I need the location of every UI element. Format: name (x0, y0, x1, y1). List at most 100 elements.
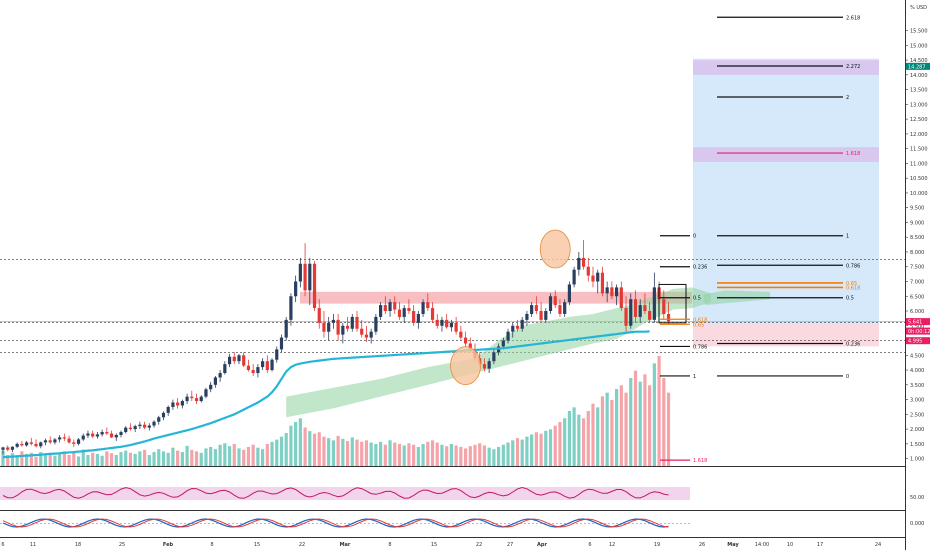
candle-body (581, 257, 586, 267)
time-tick-label: 22 (299, 542, 305, 548)
time-tick-label: 6 (1, 542, 4, 548)
candle-body (25, 442, 29, 446)
fib-right-label: 1 (846, 234, 849, 240)
candle-body (327, 322, 331, 332)
candle-body (166, 406, 170, 413)
volume-bar (1, 450, 5, 466)
candle-body (520, 319, 524, 329)
volume-bar (194, 451, 199, 466)
price-tick-label: 12.000 (910, 132, 928, 138)
price-tick-label: 14.000 (910, 73, 928, 79)
volume-bar (289, 425, 293, 466)
candle-body (232, 356, 236, 362)
candle-body (109, 433, 114, 438)
volume-bar (520, 439, 524, 466)
price-axis[interactable]: 1.000 1.500 2.000 2.500 3.000 3.500 4.000 4.500… (905, 29, 930, 463)
candle-body (289, 296, 293, 320)
volume-bar (577, 414, 581, 466)
volume-bar (341, 438, 345, 466)
candle-body (643, 305, 647, 312)
candle-body (591, 275, 595, 282)
candle-body (128, 427, 133, 430)
fib-right-label: 0.5 (846, 296, 854, 302)
candle-body (331, 319, 335, 323)
time-tick-label: Apr (537, 542, 547, 548)
volume-bar (643, 374, 647, 466)
candle-body (242, 355, 246, 366)
fibonacci-levels[interactable]: 00.2360.50.6180.650.78611.6182.6182.2722… (660, 15, 860, 464)
candle-body (662, 299, 666, 314)
candle-body (29, 442, 33, 444)
candle-body (449, 322, 453, 328)
volume-bar (615, 389, 619, 466)
fib-right-label: 0.65 (846, 281, 857, 287)
fib-left-label: 0.786 (693, 344, 707, 350)
candle-body (506, 331, 510, 341)
candle-body (237, 355, 241, 362)
price-tick-label: 6.500 (910, 294, 924, 300)
volume-bar (109, 453, 114, 466)
candle-body (298, 263, 302, 282)
volume-bar (199, 452, 203, 466)
candlesticks[interactable] (1, 240, 671, 455)
candle-body (95, 434, 99, 437)
candle-body (534, 305, 538, 312)
fib-right-label: 0.618 (846, 285, 860, 291)
volume-bar (10, 453, 15, 466)
volume-bar (539, 433, 543, 466)
fib-right-label: 2 (846, 95, 849, 101)
price-tick-label: 2.000 (910, 427, 924, 433)
volume-bar (25, 453, 29, 466)
fib-right-label: 2.618 (846, 15, 860, 21)
price-tick-label: 12.500 (910, 117, 928, 123)
candle-body (322, 322, 326, 332)
time-tick-label: 11 (30, 542, 36, 548)
volume-bar (279, 436, 284, 466)
volume-bar (100, 455, 104, 466)
target-band-upper (693, 60, 879, 75)
candle-body (619, 287, 623, 309)
candle-body (487, 361, 491, 369)
candle-body (492, 352, 496, 362)
candle-body (548, 296, 553, 312)
volume-bar (20, 451, 24, 466)
volume-bar (218, 444, 222, 466)
volume-bar (180, 452, 184, 466)
candle-body (577, 257, 581, 270)
price-tick-label: 8.500 (910, 235, 924, 241)
price-tick-label: 2.500 (910, 412, 924, 418)
volume-bar (558, 422, 562, 466)
volume-bar (610, 400, 614, 466)
candle-body (199, 396, 203, 402)
candle-body (176, 402, 180, 406)
candle-body (558, 305, 562, 314)
time-axis[interactable]: 6 11 18 25 Feb 8 15 22 Mar 8 15 22 27 Apr 6 12 19 26 May 14… (1, 542, 881, 548)
candle-body (190, 396, 194, 399)
price-tick-label: 1.000 (910, 457, 924, 463)
fib-left-label: 0.236 (693, 265, 707, 271)
volume-bar (445, 446, 449, 466)
candle-body (161, 412, 166, 418)
candle-body (147, 425, 151, 428)
candle-body (629, 299, 633, 326)
volume-bar (355, 439, 359, 466)
time-tick-label: Mar (340, 542, 351, 548)
volume-bar (91, 452, 95, 466)
price-badge (906, 318, 930, 326)
volume-bar (652, 363, 656, 466)
volume-bar (633, 370, 638, 466)
price-tick-label: 5.500 (910, 324, 924, 330)
candle-body (624, 308, 628, 326)
volume-bar (62, 451, 66, 466)
candle-body (194, 398, 199, 402)
volume-bar (237, 448, 241, 466)
volume-bar (227, 446, 232, 466)
volume-bar (412, 444, 416, 466)
volume-bar (388, 440, 392, 466)
candle-body (76, 439, 81, 444)
price-badge (906, 337, 930, 345)
candle-body (416, 313, 420, 323)
price-tick-label: 11.000 (910, 161, 928, 167)
volume-bar (251, 444, 255, 466)
